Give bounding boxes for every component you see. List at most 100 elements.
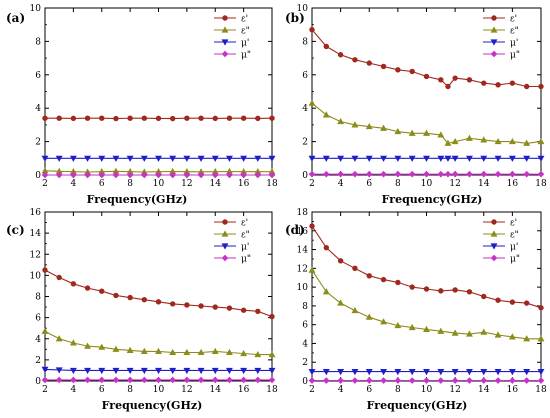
x-tick-label: 8 (395, 385, 401, 395)
data-point (351, 306, 359, 314)
data-point (366, 273, 372, 279)
data-point (508, 333, 516, 340)
plot-frame (311, 7, 542, 176)
data-point (41, 155, 49, 162)
x-tick-label: 6 (99, 179, 105, 189)
data-point (99, 288, 105, 294)
data-point (394, 321, 402, 329)
x-tick-label: 10 (153, 179, 165, 189)
legend-label: ε' (510, 219, 517, 229)
data-point (438, 77, 444, 83)
data-point (84, 115, 91, 121)
y-tick-label: 2 (302, 358, 308, 368)
data-point (380, 63, 387, 70)
y-tick-label: 12 (30, 250, 41, 260)
y-tick-label: 2 (35, 138, 41, 148)
data-point (322, 369, 330, 376)
data-point (466, 170, 473, 178)
x-tick-label: 2 (42, 385, 48, 395)
y-tick-label: 6 (302, 71, 308, 81)
x-tick-label: 8 (127, 179, 133, 189)
data-point (99, 115, 105, 121)
data-point (537, 137, 545, 145)
series-2 (308, 369, 545, 376)
data-point (141, 376, 148, 384)
y-tick-label: 4 (35, 104, 41, 114)
x-tick-label: 14 (478, 179, 490, 189)
data-point (452, 75, 458, 81)
data-point (466, 289, 473, 295)
series-2 (41, 155, 276, 162)
series-3 (308, 170, 545, 178)
y-tick-label: 6 (302, 321, 308, 331)
y-tick-label: 4 (35, 335, 41, 345)
data-point (308, 170, 316, 178)
data-point (126, 346, 134, 353)
y-tick-label: 6 (35, 71, 41, 81)
data-point (240, 349, 248, 357)
data-point (523, 300, 530, 306)
data-point (268, 376, 276, 384)
y-tick-label: 8 (35, 37, 41, 47)
data-point (84, 171, 91, 179)
data-point (451, 155, 459, 162)
legend-label: μ" (241, 255, 251, 265)
data-point (254, 350, 262, 358)
data-point (70, 115, 77, 122)
data-point (323, 244, 330, 251)
data-point (323, 170, 330, 178)
data-point (211, 367, 219, 375)
y-tick-label: 14 (30, 229, 42, 239)
series-3 (41, 376, 276, 384)
data-point (494, 369, 502, 376)
y-tick-label: 14 (297, 246, 309, 256)
data-point (225, 155, 233, 162)
data-point (112, 155, 120, 162)
data-point (198, 115, 204, 121)
data-point (323, 377, 330, 384)
data-point (113, 115, 119, 122)
panel-3: 2 4 6 8 10 12 14 16 18024681012141618Frequency(G… (285, 208, 547, 412)
legend-label: ε" (510, 27, 519, 37)
data-point (183, 171, 191, 179)
data-point (141, 171, 148, 179)
legend: ε' ε" μ' μ" (483, 15, 520, 61)
data-point (523, 369, 531, 376)
data-point (351, 121, 359, 128)
series-line (311, 102, 542, 144)
x-tick-label: 4 (338, 385, 344, 395)
data-point (494, 137, 502, 145)
x-tick-label: 14 (210, 385, 222, 395)
data-point (254, 155, 262, 162)
data-point (537, 155, 545, 162)
data-point (352, 265, 358, 272)
plot-frame (44, 211, 273, 382)
data-point (240, 171, 247, 179)
data-point (437, 327, 445, 334)
data-point (451, 369, 459, 376)
data-point (465, 155, 473, 162)
series-3 (41, 171, 276, 179)
data-point (509, 299, 516, 305)
data-point (408, 155, 416, 162)
data-point (127, 294, 133, 301)
data-point (508, 369, 516, 376)
data-point (240, 367, 248, 375)
x-tick-label: 6 (366, 179, 372, 189)
data-point (423, 170, 430, 178)
data-point (169, 367, 177, 375)
panel-label: (a) (6, 11, 25, 25)
data-point (212, 115, 218, 122)
data-point (155, 155, 162, 162)
legend-marker (221, 254, 229, 262)
data-point (69, 339, 77, 346)
x-tick-label: 4 (71, 385, 77, 395)
data-point (155, 171, 162, 179)
data-point (394, 369, 402, 376)
data-point (394, 127, 402, 135)
data-point (509, 377, 516, 384)
data-point (98, 376, 106, 384)
data-point (394, 170, 402, 178)
legend-marker (221, 26, 229, 33)
data-point (254, 367, 262, 375)
